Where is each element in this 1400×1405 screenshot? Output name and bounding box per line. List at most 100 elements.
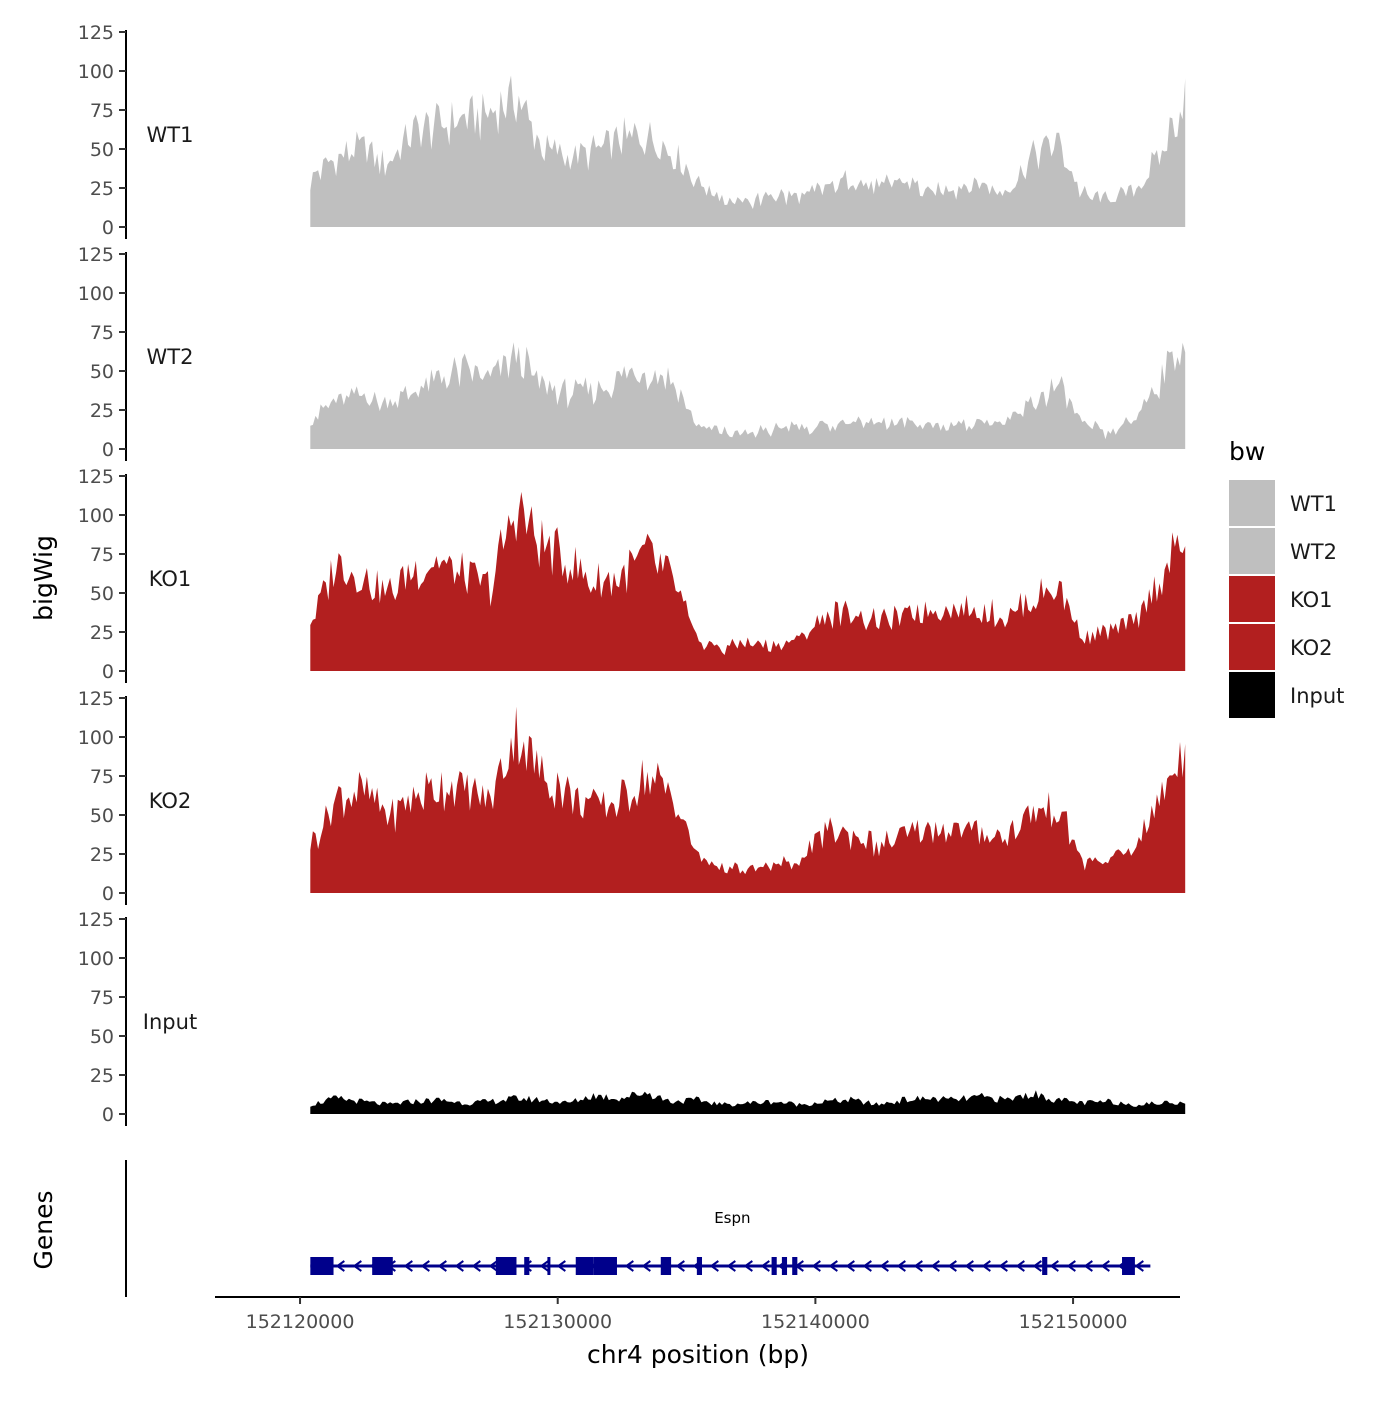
exon: [495, 1257, 517, 1275]
y-tick-label: 0: [102, 1104, 114, 1126]
exon: [575, 1257, 594, 1275]
strand-arrow: [709, 1260, 719, 1272]
legend-swatch-input: [1229, 672, 1275, 718]
strand-arrow: [947, 1260, 957, 1272]
track-panel-ko2: 0 25 50 75 100 125 KO2: [78, 688, 1186, 905]
track-panel-wt2: 0 25 50 75 100 125 WT2: [78, 244, 1186, 461]
gene-track: Espn: [125, 1160, 1151, 1297]
y-tick-label: 25: [90, 844, 114, 866]
y-tick-label: 75: [90, 100, 114, 122]
track-label: WT1: [147, 123, 194, 147]
legend: bw WT1 WT2 KO1 KO2 Input: [1229, 437, 1344, 718]
strand-arrow: [726, 1260, 736, 1272]
y-tick-label: 75: [90, 987, 114, 1009]
legend-swatch-wt2: [1229, 528, 1275, 574]
track-panel-input: 0 25 50 75 100 125 Input: [78, 909, 1186, 1126]
exon: [792, 1257, 798, 1275]
exon: [696, 1257, 703, 1275]
y-tick-label: 50: [90, 805, 114, 827]
legend-label-ko1: KO1: [1290, 588, 1333, 612]
strand-arrow: [896, 1260, 906, 1272]
strand-arrow: [539, 1260, 549, 1272]
strand-arrow: [624, 1260, 634, 1272]
signal-area-ko2: [310, 706, 1186, 893]
genes-axis-title: Genes: [29, 1190, 58, 1269]
strand-arrow: [981, 1260, 991, 1272]
y-tick-label: 100: [78, 283, 114, 305]
strand-arrow: [420, 1260, 430, 1272]
y-tick-label: 50: [90, 139, 114, 161]
exon: [547, 1257, 551, 1275]
y-tick-label: 0: [102, 217, 114, 239]
strand-arrow: [437, 1260, 447, 1272]
strand-arrow: [488, 1260, 498, 1272]
strand-arrow: [675, 1260, 685, 1272]
strand-arrow: [641, 1260, 651, 1272]
strand-arrow: [964, 1260, 974, 1272]
legend-swatch-wt1: [1229, 480, 1275, 526]
track-label: KO1: [149, 567, 192, 591]
track-label: KO2: [149, 789, 192, 813]
x-tick-label: 152150000: [1019, 1311, 1128, 1333]
strand-arrow: [998, 1260, 1008, 1272]
track-panel-ko1: 0 25 50 75 100 125 KO1: [78, 466, 1186, 683]
y-tick-label: 75: [90, 544, 114, 566]
legend-swatch-ko2: [1229, 624, 1275, 670]
y-tick-label: 125: [78, 466, 114, 488]
strand-arrow: [1049, 1260, 1059, 1272]
track-label: Input: [143, 1010, 197, 1034]
strand-arrow: [879, 1260, 889, 1272]
y-tick-label: 125: [78, 909, 114, 931]
legend-swatch-ko1: [1229, 576, 1275, 622]
y-tick-label: 25: [90, 400, 114, 422]
y-tick-label: 100: [78, 61, 114, 83]
strand-arrow: [403, 1260, 413, 1272]
y-tick-label: 100: [78, 505, 114, 527]
y-tick-label: 125: [78, 22, 114, 44]
strand-arrow: [1015, 1260, 1025, 1272]
strand-arrow: [454, 1260, 464, 1272]
strand-arrow: [556, 1260, 566, 1272]
y-tick-label: 100: [78, 948, 114, 970]
strand-arrow: [352, 1260, 362, 1272]
legend-label-ko2: KO2: [1290, 636, 1333, 660]
exon: [372, 1257, 393, 1275]
legend-label-wt1: WT1: [1290, 492, 1337, 516]
strand-arrow: [743, 1260, 753, 1272]
x-tick-label: 152130000: [503, 1311, 612, 1333]
strand-arrow: [845, 1260, 855, 1272]
x-axis-title: chr4 position (bp): [587, 1340, 809, 1369]
y-axis-title: bigWig: [29, 535, 58, 621]
exon: [310, 1257, 334, 1275]
y-tick-label: 25: [90, 178, 114, 200]
y-tick-label: 0: [102, 883, 114, 905]
strand-arrow: [1134, 1260, 1144, 1272]
exon: [1042, 1257, 1048, 1275]
strand-arrow: [913, 1260, 923, 1272]
legend-title: bw: [1229, 437, 1265, 466]
exon: [781, 1257, 788, 1275]
strand-arrow: [862, 1260, 872, 1272]
y-tick-label: 75: [90, 766, 114, 788]
y-tick-label: 50: [90, 361, 114, 383]
legend-items: WT1 WT2 KO1 KO2 Input: [1229, 480, 1344, 718]
y-tick-label: 75: [90, 322, 114, 344]
strand-arrow: [471, 1260, 481, 1272]
strand-arrow: [760, 1260, 770, 1272]
tracks-layer: 0 25 50 75 100 125 WT1 0 25 50 75 100 125 WT2 0 25 50 75 1…: [78, 22, 1186, 1126]
legend-label-wt2: WT2: [1290, 540, 1337, 564]
strand-arrow: [930, 1260, 940, 1272]
exon: [771, 1257, 777, 1275]
legend-label-input: Input: [1290, 684, 1344, 708]
gene-name-label: Espn: [714, 1209, 750, 1227]
y-tick-label: 0: [102, 661, 114, 683]
strand-arrow: [811, 1260, 821, 1272]
y-tick-label: 100: [78, 727, 114, 749]
y-tick-label: 25: [90, 1065, 114, 1087]
y-tick-label: 0: [102, 439, 114, 461]
exon: [660, 1257, 672, 1275]
track-panel-wt1: 0 25 50 75 100 125 WT1: [78, 22, 1186, 239]
y-tick-label: 50: [90, 583, 114, 605]
